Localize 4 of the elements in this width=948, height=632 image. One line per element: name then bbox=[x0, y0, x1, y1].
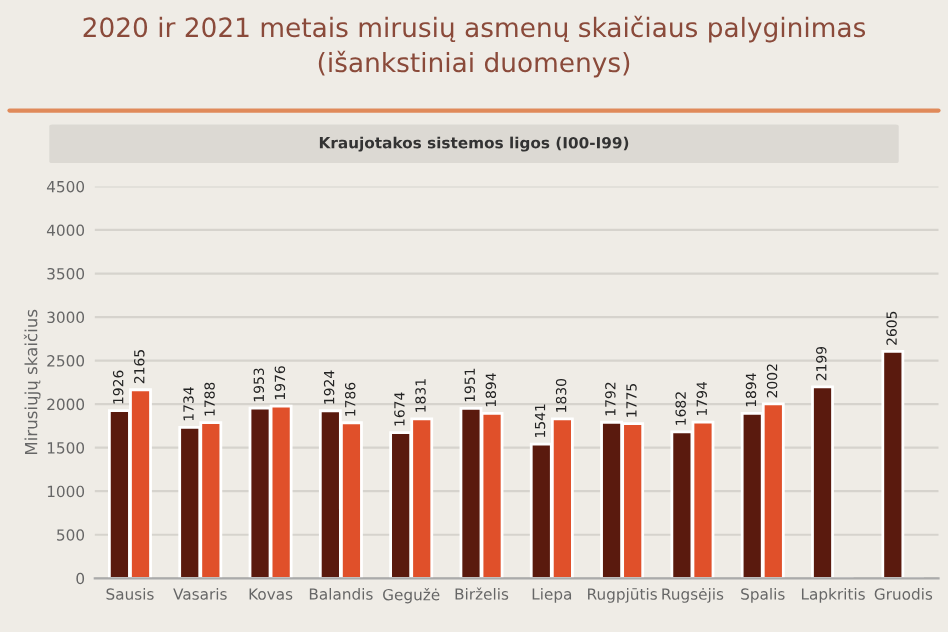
y-axis-title: Mirusiųjų skaičius bbox=[23, 309, 41, 455]
bar bbox=[881, 350, 905, 579]
bar bbox=[811, 385, 834, 579]
chart-title: 2020 ir 2021 metais mirusių asmenų skaičiaus palyginimas (išankstiniai duomenys) bbox=[83, 15, 866, 78]
